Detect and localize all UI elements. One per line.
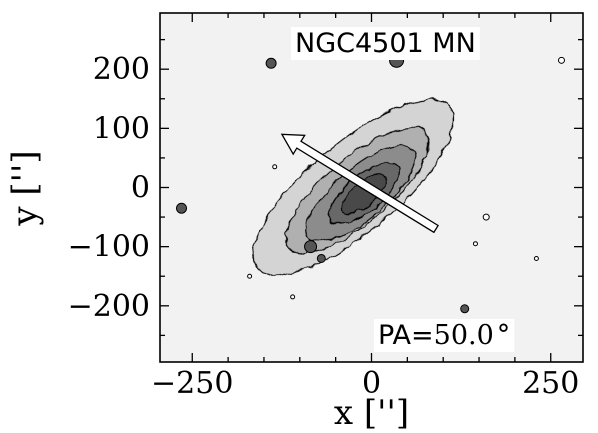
- pa-value: 50.0: [434, 320, 494, 351]
- contour-blob: [472, 241, 478, 247]
- x-tick-label: 0: [362, 366, 381, 401]
- x-axis-label: x ['']: [334, 393, 409, 433]
- y-tick-label: 100: [93, 111, 150, 146]
- contour-blob: [533, 255, 539, 261]
- pa-prefix: PA=: [378, 320, 434, 351]
- y-tick-label: −100: [68, 230, 150, 265]
- position-angle-label: PA=50.0 °: [378, 320, 510, 351]
- pa-unit: °: [497, 320, 511, 351]
- contour-blob: [272, 164, 278, 170]
- y-tick-label: 200: [93, 52, 150, 87]
- contour-blob: [557, 56, 565, 64]
- galaxy-name-label: NGC4501 MN: [295, 28, 476, 59]
- pa-arrow-shape: [280, 133, 439, 234]
- contour-blob: [247, 273, 253, 279]
- contour-blob: [176, 202, 188, 214]
- contour-blob: [265, 57, 277, 69]
- y-axis-label: y ['']: [5, 150, 45, 226]
- axis-tick-labels: −250 0 250 200 100 0 −100 −200: [68, 52, 580, 401]
- axis-ticks: [160, 13, 583, 362]
- contour-blob: [482, 213, 490, 221]
- contour-blob: [290, 294, 296, 300]
- pa-label-box: [374, 319, 515, 352]
- y-tick-label: 0: [131, 171, 150, 206]
- contour-levels: [252, 99, 455, 276]
- galaxy-label-box: [291, 27, 480, 60]
- x-tick-label: −250: [151, 366, 233, 401]
- contour-blob: [460, 304, 470, 314]
- y-tick-label: −200: [68, 289, 150, 324]
- position-angle-arrow: [280, 133, 439, 234]
- contour-blob: [304, 240, 318, 254]
- contour-blob: [316, 253, 326, 263]
- x-tick-label: 250: [522, 366, 579, 401]
- plot-content: [176, 52, 565, 314]
